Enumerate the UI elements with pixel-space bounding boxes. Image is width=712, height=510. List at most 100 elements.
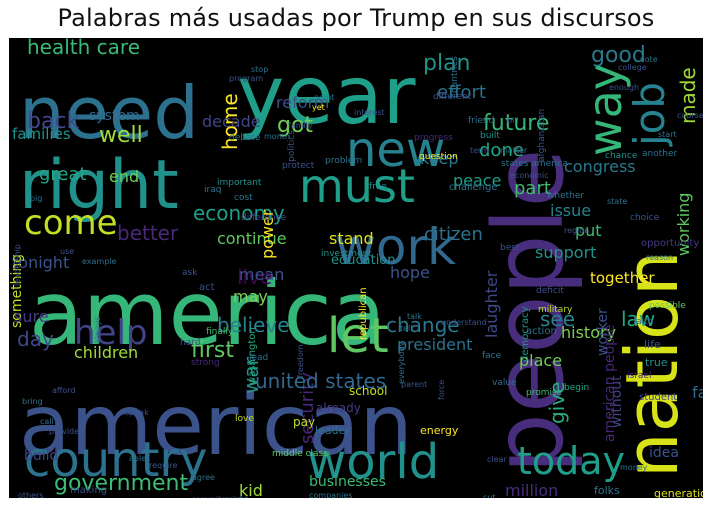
word-act: act [199, 282, 215, 293]
word-mean: mean [239, 265, 284, 284]
word-program: program [229, 74, 263, 83]
word-speak: speak [125, 408, 149, 417]
word-washington: washington [247, 327, 258, 385]
word-businesses: businesses [309, 474, 386, 490]
word-money: money [620, 463, 648, 472]
word-interest: interest [354, 108, 385, 117]
word-leader: leader [315, 424, 350, 437]
word-idea: idea [649, 445, 679, 461]
word-build: build [24, 448, 58, 464]
word-parent: parent [401, 380, 427, 389]
word-begin: begin [564, 383, 589, 393]
word-true: true [645, 356, 668, 369]
word-leadership: leadership [13, 244, 22, 286]
word-life: life [644, 338, 661, 351]
word-better: better [117, 221, 179, 245]
word-big: big [30, 194, 42, 203]
word-bring: bring [22, 397, 43, 406]
word-got: got [277, 113, 313, 138]
word-state: state [607, 197, 627, 206]
word-chance: chance [605, 151, 638, 161]
word-friend: friend [468, 116, 494, 126]
word-protect: protect [282, 161, 315, 171]
word-come: come [24, 203, 118, 243]
word-term: term [470, 146, 489, 155]
word-good: good [591, 43, 646, 68]
word-change: change [386, 313, 460, 337]
word-finally: finally [206, 327, 234, 337]
word-family: family [288, 121, 313, 130]
word-point: point [314, 93, 334, 102]
word-might: might [225, 495, 248, 498]
word-without: without [609, 375, 625, 428]
word-together: together [590, 269, 655, 287]
word-built: built [480, 131, 500, 141]
word-college: college [618, 63, 647, 72]
word-sure: sure [14, 307, 49, 326]
word-require: require [149, 461, 178, 470]
word-way: way [578, 63, 632, 156]
word-law: law [621, 307, 655, 331]
word-something: something [9, 254, 25, 328]
word-president: president [397, 335, 472, 354]
word-help: help [74, 313, 148, 353]
word-deficit: deficit [536, 286, 564, 296]
word-afghanistan: afghanistan [537, 109, 547, 162]
word-fact: fact [692, 383, 703, 402]
word-love: love [235, 414, 254, 424]
word-israel: israel [627, 371, 651, 381]
word-bill: bill [507, 116, 519, 125]
word-children: children [74, 343, 138, 362]
word-citizen: citizen [424, 224, 483, 245]
word-american: american [19, 376, 413, 474]
word-freedom: freedom [296, 344, 305, 378]
word-enough: enough [609, 83, 639, 92]
word-worker: worker [595, 308, 611, 356]
word-cost: cost [234, 193, 253, 203]
word-world: world [307, 434, 439, 490]
word-course: course [677, 111, 703, 120]
word-economic: economic [510, 171, 549, 180]
word-important: important [217, 178, 262, 188]
word-support: support [535, 243, 596, 262]
word-first: first [191, 338, 234, 363]
word-place: place [519, 351, 562, 370]
word-job: job [625, 82, 674, 147]
chart-title: Palabras más usadas por Trump en sus dis… [57, 4, 655, 32]
word-states-america: states america [501, 159, 568, 169]
word-today: today [517, 439, 625, 483]
word-effort: effort [437, 82, 486, 103]
word-day: day [17, 327, 54, 351]
word-agree: agree [192, 473, 215, 482]
word-iraq: iraq [204, 185, 221, 195]
word-republican: republican [358, 287, 369, 340]
word-put: put [575, 221, 602, 240]
word-people: people [473, 149, 585, 474]
word-war: war [239, 356, 263, 394]
word-end: end [109, 167, 139, 186]
word-future: future [483, 111, 549, 136]
word-issue: issue [550, 201, 591, 220]
word-difference: difference [241, 213, 287, 223]
word-system: system [89, 108, 140, 124]
word-use: use [60, 247, 74, 256]
word-vote: vote [640, 55, 658, 64]
word-america: america [29, 262, 386, 365]
word-new: new [346, 122, 445, 178]
word-laughter: laughter [482, 270, 501, 338]
word-folks: folks [594, 484, 620, 497]
word-free: free [369, 182, 387, 192]
word-government: government [54, 471, 188, 496]
word-already: already [316, 401, 361, 415]
word-month: month [264, 132, 290, 141]
word-debate: debate [229, 133, 261, 143]
word-congress: congress [564, 157, 636, 176]
word-provide: provide [49, 427, 79, 436]
word-challenge: challenge [449, 182, 498, 193]
word-well: well [99, 123, 143, 148]
word-commitment: commitment [191, 495, 242, 498]
word-generation: generation [654, 487, 703, 498]
word-health-care: health care [27, 38, 140, 59]
word-done: done [479, 140, 524, 161]
word-give: give [545, 382, 569, 424]
